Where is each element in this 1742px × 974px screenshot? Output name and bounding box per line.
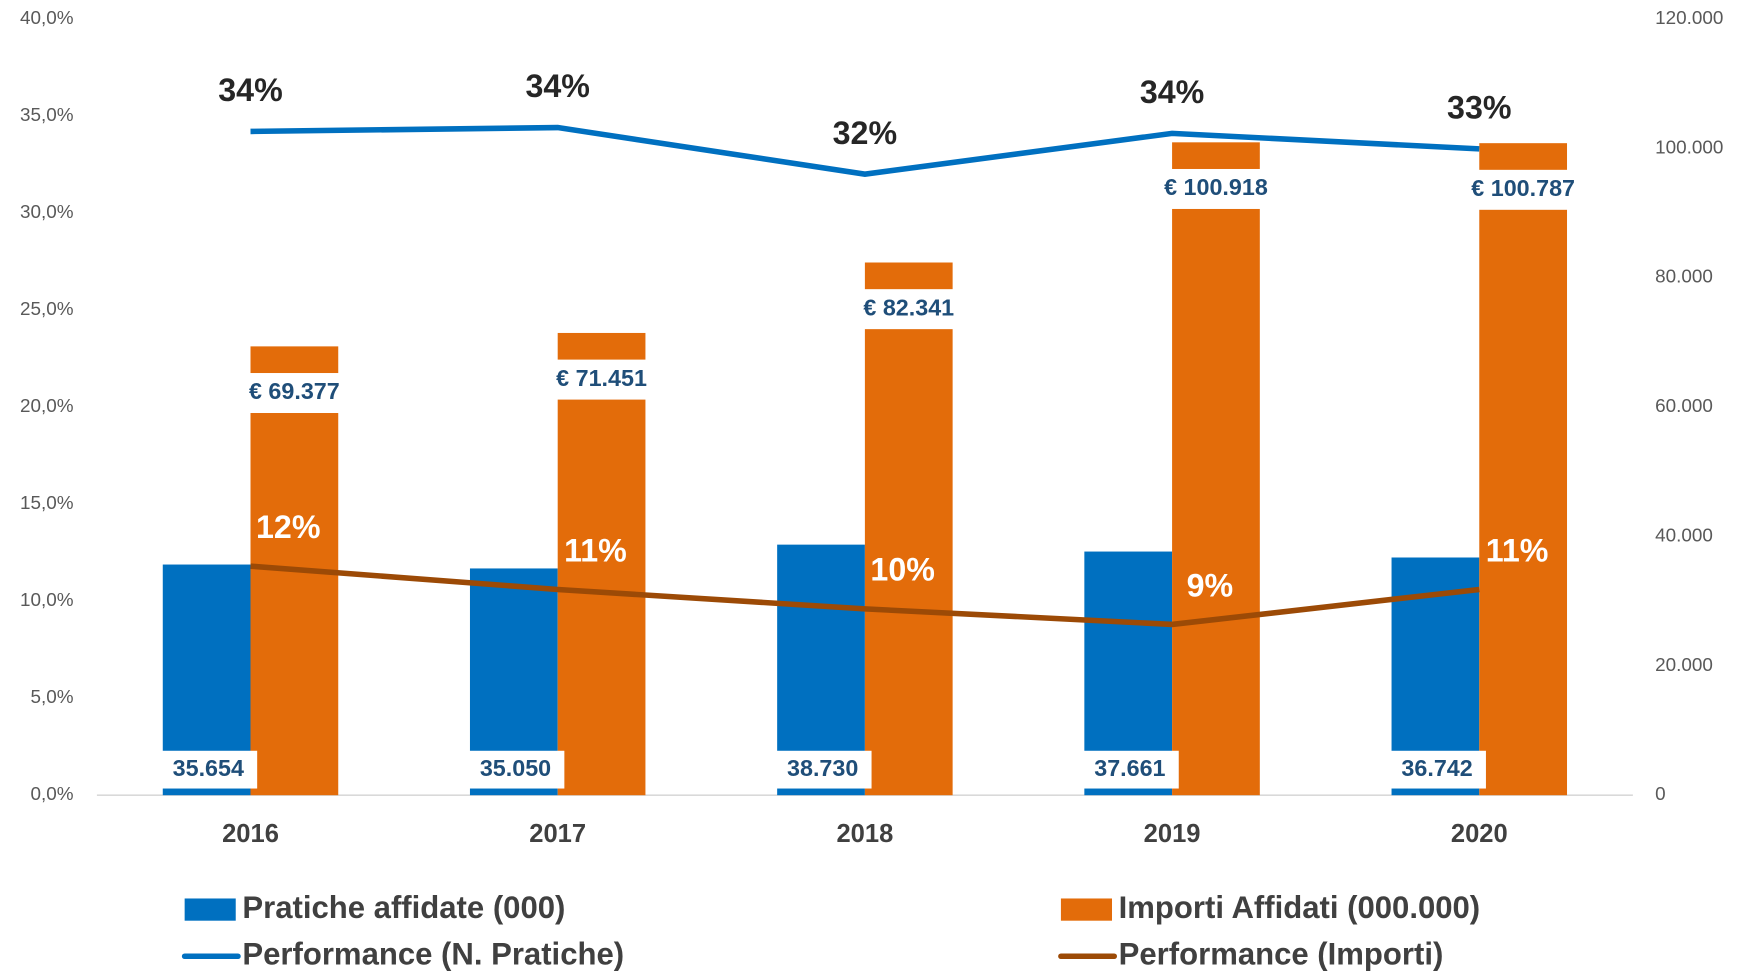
bar: [557, 332, 646, 796]
x-tick-label: 2019: [1144, 820, 1201, 848]
label-box: [1081, 750, 1179, 789]
label-box: [159, 750, 258, 789]
data-label: 35.654: [173, 755, 244, 781]
data-label: 12%: [256, 509, 320, 545]
data-label: € 100.787: [1471, 175, 1575, 201]
y-tick-label: 25,0%: [20, 299, 74, 320]
x-tick-label: 2018: [836, 820, 893, 848]
y-tick-label: 0,0%: [31, 784, 74, 805]
y-tick-label: 20,0%: [20, 396, 74, 417]
y2-tick-label: 20.000: [1655, 655, 1713, 676]
label-box: [234, 373, 354, 414]
y2-tick-label: 40.000: [1655, 525, 1713, 546]
bar: [1172, 142, 1260, 796]
legend-swatch: [184, 898, 236, 921]
y-tick-label: 15,0%: [20, 493, 74, 514]
data-label: € 71.451: [556, 365, 647, 391]
y2-tick-label: 60.000: [1655, 396, 1713, 417]
y-tick-label: 40,0%: [20, 8, 74, 29]
legend-label: Pratiche affidate (000): [242, 890, 565, 925]
legend-label: Performance (Importi): [1119, 936, 1444, 971]
label-box: [542, 359, 661, 400]
data-label: 34%: [218, 72, 282, 108]
data-label: 37.661: [1094, 755, 1165, 781]
data-label: 33%: [1447, 90, 1511, 126]
bar: [864, 262, 953, 796]
y-tick-label: 5,0%: [31, 687, 74, 708]
line: [250, 124, 1480, 177]
x-tick-label: 2017: [529, 820, 586, 848]
y-tick-label: 35,0%: [20, 105, 74, 126]
data-label: 10%: [870, 552, 934, 588]
legend-label: Importi Affidati (000.000): [1119, 890, 1481, 925]
data-label: 11%: [1486, 532, 1549, 568]
data-label: 11%: [564, 532, 627, 568]
data-label: 32%: [833, 115, 897, 151]
data-label: 35.050: [480, 755, 551, 781]
data-label: € 100.918: [1164, 174, 1268, 200]
y2-tick-label: 80.000: [1655, 267, 1713, 288]
legend-label: Performance (N. Pratiche): [242, 936, 624, 971]
y-tick-label: 30,0%: [20, 202, 74, 223]
y2-tick-label: 100.000: [1655, 137, 1723, 158]
data-label: € 82.341: [863, 294, 954, 320]
data-label: 34%: [525, 68, 589, 104]
label-box: [1388, 750, 1486, 789]
data-label: 36.742: [1401, 755, 1472, 781]
data-label: 38.730: [787, 755, 858, 781]
line: [250, 563, 1480, 628]
y2-tick-label: 0: [1655, 784, 1666, 805]
data-label: 9%: [1187, 567, 1234, 603]
y2-tick-label: 120.000: [1655, 8, 1723, 29]
label-box: [1156, 168, 1276, 209]
data-label: € 69.377: [249, 378, 340, 404]
label-box: [466, 750, 565, 789]
x-tick-label: 2020: [1451, 820, 1508, 848]
y-tick-label: 10,0%: [20, 590, 74, 611]
label-box: [773, 750, 872, 789]
data-label: 34%: [1140, 74, 1204, 110]
label-box: [849, 289, 969, 330]
label-box: [1463, 169, 1583, 210]
x-tick-label: 2016: [222, 820, 279, 848]
legend-swatch: [1060, 898, 1113, 921]
bar: [1479, 143, 1568, 796]
